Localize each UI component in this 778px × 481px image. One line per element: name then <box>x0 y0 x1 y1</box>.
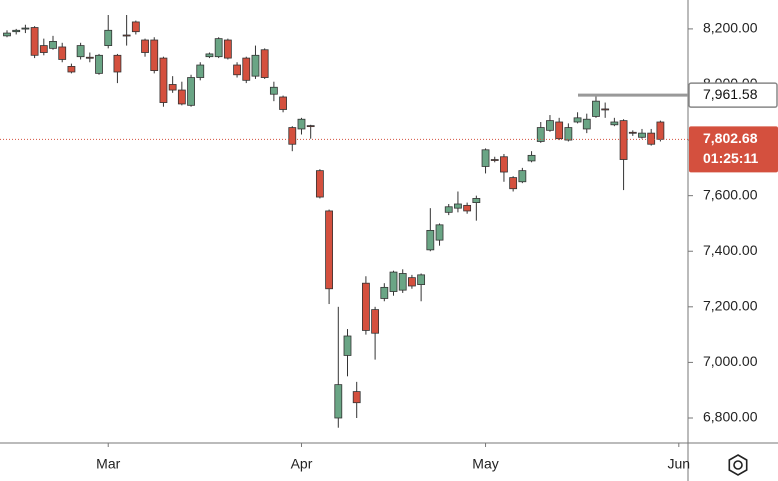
candle-body <box>343 335 352 356</box>
candle-body <box>463 204 472 212</box>
candle-body <box>113 54 122 73</box>
candle-body <box>435 224 444 241</box>
candle-body <box>3 32 11 37</box>
candle-body <box>67 66 76 73</box>
candle-body <box>141 39 149 53</box>
countdown-label: 01:25:11 <box>703 150 758 166</box>
candle-body <box>85 56 94 59</box>
candle-body <box>380 286 389 299</box>
marker-label: 7,961.58 <box>703 86 758 102</box>
candle-body <box>536 127 545 142</box>
candle-body <box>610 121 619 126</box>
candle-body <box>546 120 554 131</box>
x-tick-label: Apr <box>291 456 313 472</box>
candle-body <box>656 121 665 140</box>
candle-body <box>12 29 21 33</box>
candle-body <box>527 154 536 162</box>
candle-body <box>454 203 462 209</box>
y-tick-label: 7,200.00 <box>703 298 758 314</box>
candle-body <box>21 27 30 30</box>
marker-tag <box>688 82 778 108</box>
candle-body <box>288 127 297 145</box>
settings-icon <box>728 454 748 476</box>
candle-body <box>58 46 67 60</box>
x-tick-label: May <box>472 456 498 472</box>
candle-body <box>104 29 113 46</box>
candle-body <box>306 125 315 128</box>
candle-body <box>334 384 343 419</box>
x-tick-label: Mar <box>96 456 120 472</box>
candle-body <box>49 41 57 49</box>
last-price-tag <box>689 126 778 173</box>
candle-body <box>389 271 398 292</box>
candle-body <box>205 53 214 58</box>
candle-body <box>177 89 186 105</box>
candle-body <box>472 198 481 204</box>
candle-body <box>592 100 600 117</box>
candle-body <box>371 309 380 334</box>
candle-body <box>619 120 628 160</box>
candle-body <box>315 170 324 198</box>
y-tick-label: 8,200.00 <box>703 20 758 36</box>
candle-body <box>260 49 269 78</box>
y-tick-label: 7,000.00 <box>703 353 758 369</box>
x-tick-label: Jun <box>668 456 691 472</box>
candle-body <box>187 77 195 106</box>
candle-body <box>628 131 637 134</box>
candle-body <box>279 96 287 110</box>
candle-body <box>30 27 39 56</box>
candle-body <box>269 86 278 95</box>
candle-body <box>500 156 508 173</box>
candle-body <box>242 57 251 81</box>
candle-body <box>168 84 177 91</box>
candle-body <box>352 391 361 404</box>
candle-body <box>426 229 435 251</box>
candle-body <box>481 149 490 167</box>
candle-body <box>159 57 168 103</box>
candle-body <box>297 118 306 130</box>
candle-body <box>214 38 223 58</box>
candle-body <box>638 132 646 138</box>
candle-body <box>362 282 370 331</box>
candle-body <box>564 127 573 141</box>
candle-body <box>573 117 582 123</box>
candle-body <box>518 170 527 183</box>
candle-body <box>444 206 453 213</box>
candle-body <box>39 45 48 53</box>
candle-body <box>417 274 426 285</box>
candle-body <box>647 132 656 145</box>
candle-body <box>233 64 241 76</box>
candle-body <box>601 108 610 111</box>
candle-body <box>408 277 416 287</box>
candle-body <box>582 118 591 130</box>
settings-button[interactable] <box>728 454 748 476</box>
candle-body <box>223 39 232 59</box>
y-tick-label: 7,400.00 <box>703 242 758 258</box>
candle-body <box>76 45 85 58</box>
candle-body <box>95 54 103 74</box>
candle-body <box>196 64 205 78</box>
candle-body <box>325 210 333 290</box>
candle-body <box>150 39 159 71</box>
candle-body <box>398 273 407 291</box>
candle-body <box>131 21 140 33</box>
candle-body <box>555 121 564 140</box>
candle-body <box>251 54 260 77</box>
candle-body <box>509 177 518 190</box>
candle-body <box>122 34 131 37</box>
y-tick-label: 7,600.00 <box>703 186 758 202</box>
candle-body <box>490 159 499 161</box>
settings-icon <box>733 460 743 470</box>
y-tick-label: 6,800.00 <box>703 409 758 425</box>
plot-area <box>3 15 665 428</box>
last-price-label: 7,802.68 <box>703 130 758 146</box>
